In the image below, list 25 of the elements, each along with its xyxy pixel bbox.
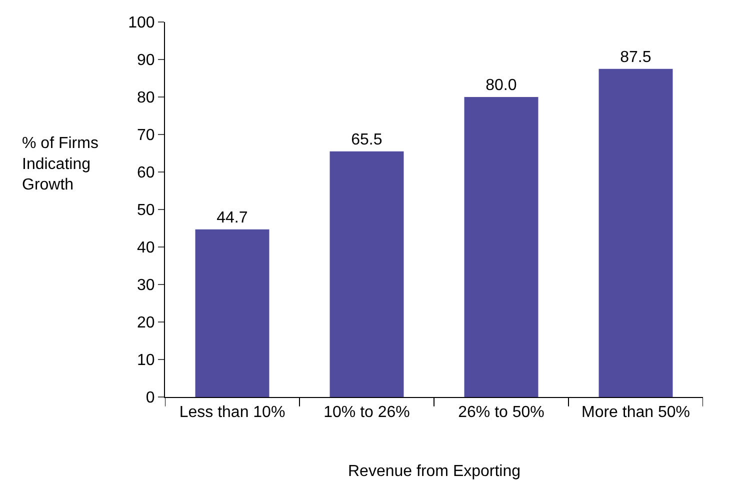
y-tick-label: 10 xyxy=(137,352,155,370)
bar xyxy=(195,229,270,397)
data-label: 65.5 xyxy=(351,131,382,148)
data-label: 44.7 xyxy=(216,209,248,226)
y-tick-label: 50 xyxy=(137,202,155,220)
data-label: 87.5 xyxy=(620,48,652,66)
x-tick-label: Less than 10% xyxy=(179,404,286,422)
x-axis-title: Revenue from Exporting xyxy=(348,463,521,480)
y-axis-title: % of Firms Indicating Growth xyxy=(22,135,98,194)
x-tick-label: 26% to 50% xyxy=(458,404,544,422)
y-tick-label: 80 xyxy=(137,90,155,107)
y-tick-label: 70 xyxy=(137,127,155,144)
y-tick-label: 60 xyxy=(137,164,155,182)
y-tick-label: 20 xyxy=(137,314,155,332)
bar xyxy=(330,151,404,397)
x-tick-label: More than 50% xyxy=(581,404,690,422)
x-tick-label: 10% to 26% xyxy=(324,404,410,422)
bar xyxy=(598,68,673,397)
bar xyxy=(464,97,538,397)
y-tick-label: 40 xyxy=(137,240,155,257)
y-tick-label: 90 xyxy=(137,52,155,70)
y-tick-label: 100 xyxy=(128,14,155,32)
y-tick-label: 30 xyxy=(137,277,155,294)
y-tick-label: 0 xyxy=(146,390,155,407)
data-label: 80.0 xyxy=(486,77,517,94)
